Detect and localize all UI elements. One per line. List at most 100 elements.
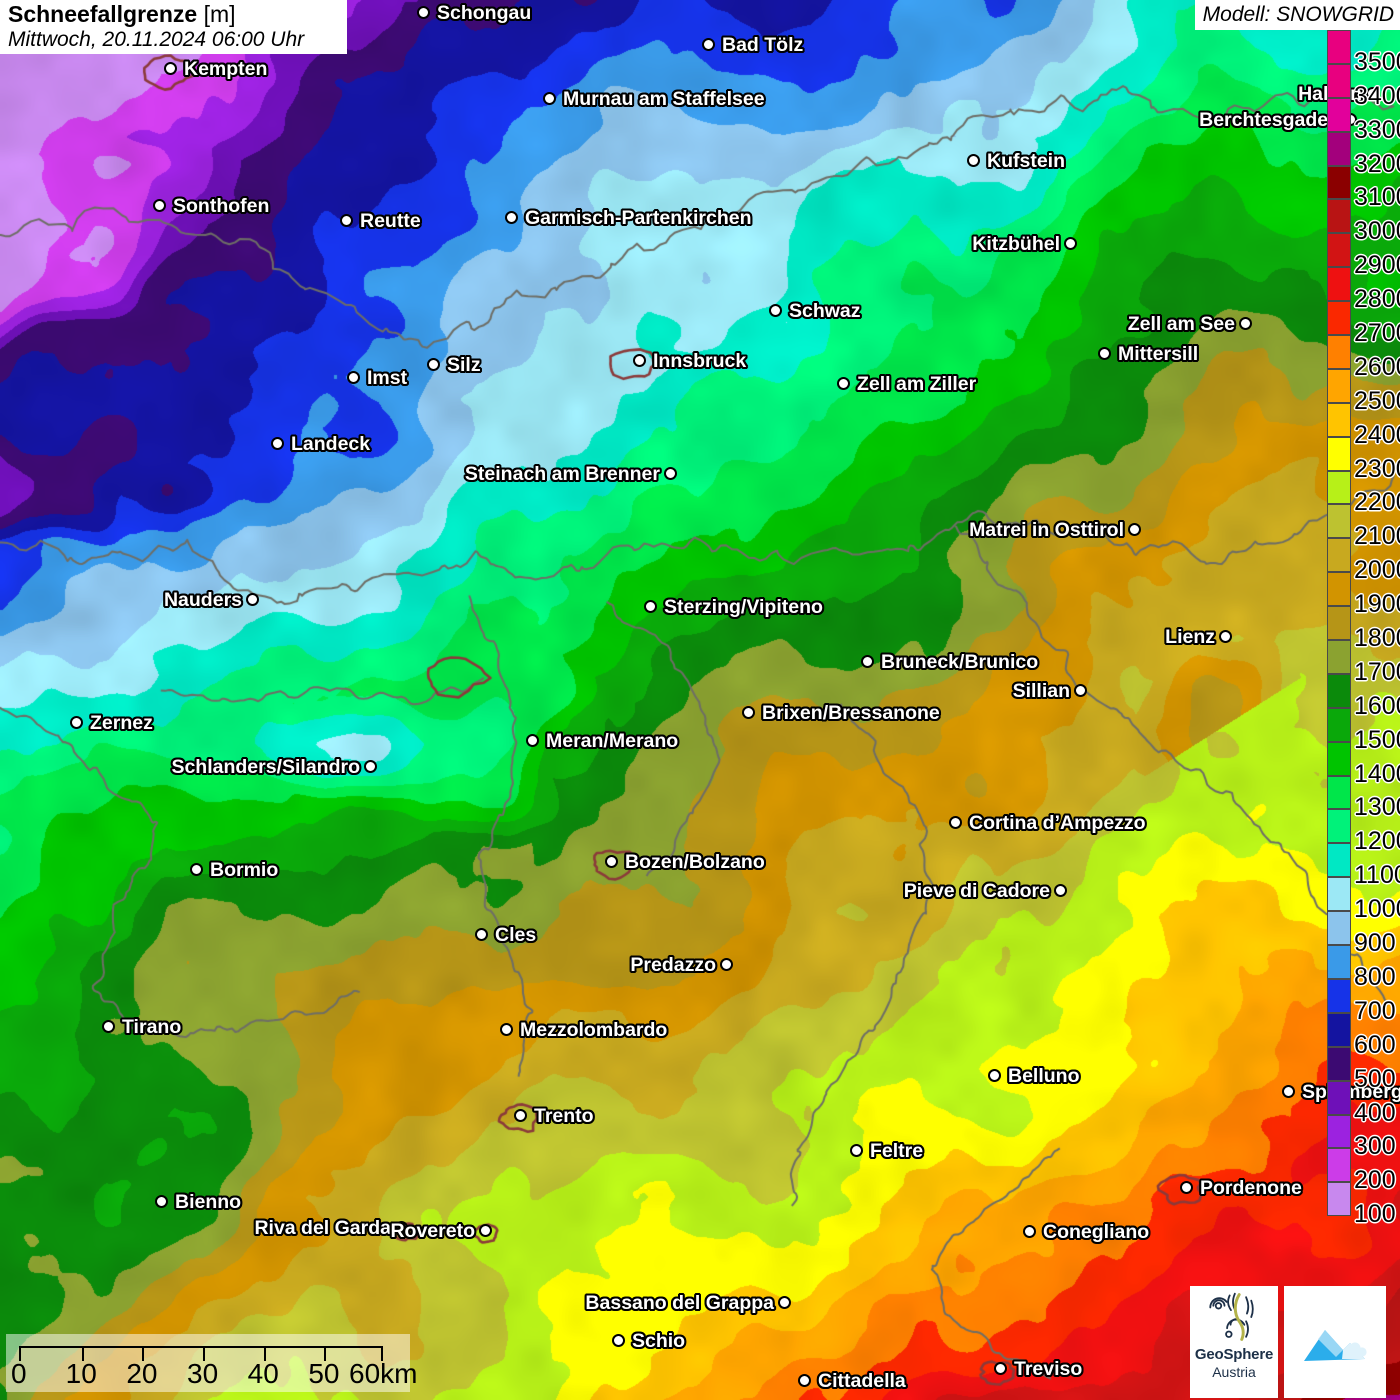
city-label: Bassano del Grappa [585,1292,774,1314]
city-dot-icon [612,1334,625,1347]
geosphere-austria-logo[interactable]: GeoSphere Austria [1190,1286,1278,1398]
legend-label: 2000 [1354,556,1400,585]
legend-swatch [1327,640,1351,674]
legend-label: 3200 [1354,149,1400,178]
city-dot-icon [1219,630,1232,643]
city-dot-icon [633,354,646,367]
legend-swatch [1327,707,1351,742]
city-label: Reutte [360,210,421,232]
city-label: Bienno [175,1191,242,1213]
legend-entry: 3000 [1327,199,1400,245]
map-title-box: Schneefallgrenze [m] Mittwoch, 20.11.202… [0,0,347,54]
legend-entry: 3400 [1327,63,1400,110]
scale-bar: 0 10 20 30 40 50 60km [6,1334,417,1392]
scale-bar-labels: 0 10 20 30 40 50 60km [6,1358,417,1390]
legend-label: 300 [1354,1132,1396,1161]
legend-swatch [1327,673,1351,708]
legend-swatch [1327,945,1351,979]
city-label: Mezzolombardo [520,1019,668,1041]
city-label: Garmisch-Partenkirchen [525,207,752,229]
legend-entry: 3300 [1327,97,1400,144]
title-parameter: Schneefallgrenze [8,1,198,27]
legend-entry: 2800 [1327,267,1400,313]
city-dot-icon [190,863,203,876]
city-dot-icon [271,437,284,450]
city-dot-icon [153,199,166,212]
legend-swatch [1327,877,1351,912]
city-dot-icon [605,855,618,868]
city-dot-icon [340,214,353,227]
legend-label: 1400 [1354,759,1400,788]
snow-forecast-logo[interactable] [1284,1286,1386,1398]
legend-label: 1500 [1354,725,1400,754]
legend-entry: 1900 [1327,572,1400,618]
legend-swatch [1327,775,1351,810]
city-dot-icon [664,467,677,480]
legend-label: 900 [1354,929,1396,958]
city-label: Feltre [870,1140,924,1162]
geosphere-mark-icon [1209,1292,1254,1341]
legend-entry: 2000 [1327,538,1400,584]
city-label: Riva del Garda [254,1217,391,1239]
city-label: Conegliano [1043,1221,1150,1243]
city-label: Steinach am Brenner [464,463,660,485]
city-dot-icon [102,1020,115,1033]
legend-label: 1900 [1354,590,1400,619]
scale-tick [142,1348,145,1361]
legend-entry: 2400 [1327,402,1400,449]
city-dot-icon [1128,523,1141,536]
city-label: Murnau am Staffelsee [563,88,765,110]
legend-swatch [1327,30,1351,64]
scale-label: 50 [308,1358,340,1389]
legend-swatch [1327,1182,1351,1217]
city-label: Schwaz [789,300,861,322]
legend-swatch [1327,368,1351,403]
city-label: Schlanders/Silandro [171,756,360,778]
legend-colorbar: 3500 3400 3300 3200 3100 3000 2900 2800 2700 2600… [1327,30,1400,1228]
scale-tick [81,1348,84,1361]
legend-label: 3300 [1354,115,1400,144]
city-label: Silz [447,354,481,376]
geosphere-subtitle: Austria [1212,1364,1256,1380]
legend-entry: 2200 [1327,470,1400,516]
legend-entry: 2100 [1327,504,1400,550]
city-dot-icon [949,816,962,829]
legend-entry: 1600 [1327,673,1400,720]
legend-swatch [1327,436,1351,471]
scale-label: 30 [187,1358,219,1389]
title-unit: [m] [203,1,236,27]
city-label: Rovereto [390,1220,475,1242]
forecast-timestamp: Mittwoch, 20.11.2024 06:00 Uhr [8,27,305,51]
legend-entry: 1800 [1327,606,1400,652]
city-dot-icon [994,1362,1007,1375]
city-label: Bad Tölz [722,34,804,56]
city-dot-icon [1023,1225,1036,1238]
legend-label: 1800 [1354,624,1400,653]
city-dot-icon [543,92,556,105]
legend-entry: 1400 [1327,741,1400,788]
legend-label: 2200 [1354,488,1400,517]
city-label: Schongau [437,2,532,24]
city-label: Meran/Merano [546,730,679,752]
city-label: Mittersill [1118,343,1199,365]
legend-entry: 800 [1327,945,1396,991]
mountain-cloud-icon [1304,1330,1367,1361]
city-dot-icon [505,211,518,224]
model-label: Modell: SNOWGRID [1202,3,1394,26]
scale-bar-ticks [19,1346,383,1361]
legend-swatch [1327,233,1351,268]
legend-entry: 400 [1327,1080,1396,1127]
city-label: Cortina d’Ampezzo [969,812,1146,834]
city-dot-icon [500,1023,513,1036]
legend-label: 2700 [1354,319,1400,348]
legend-swatch [1327,131,1351,166]
legend-swatch [1327,606,1351,641]
legend-label: 1200 [1354,827,1400,856]
legend-label: 2100 [1354,522,1400,551]
scale-tick [263,1348,266,1361]
scale-label: 0 [11,1358,27,1389]
legend-swatch [1327,402,1351,437]
legend-label: 1600 [1354,691,1400,720]
legend-swatch [1327,335,1351,369]
